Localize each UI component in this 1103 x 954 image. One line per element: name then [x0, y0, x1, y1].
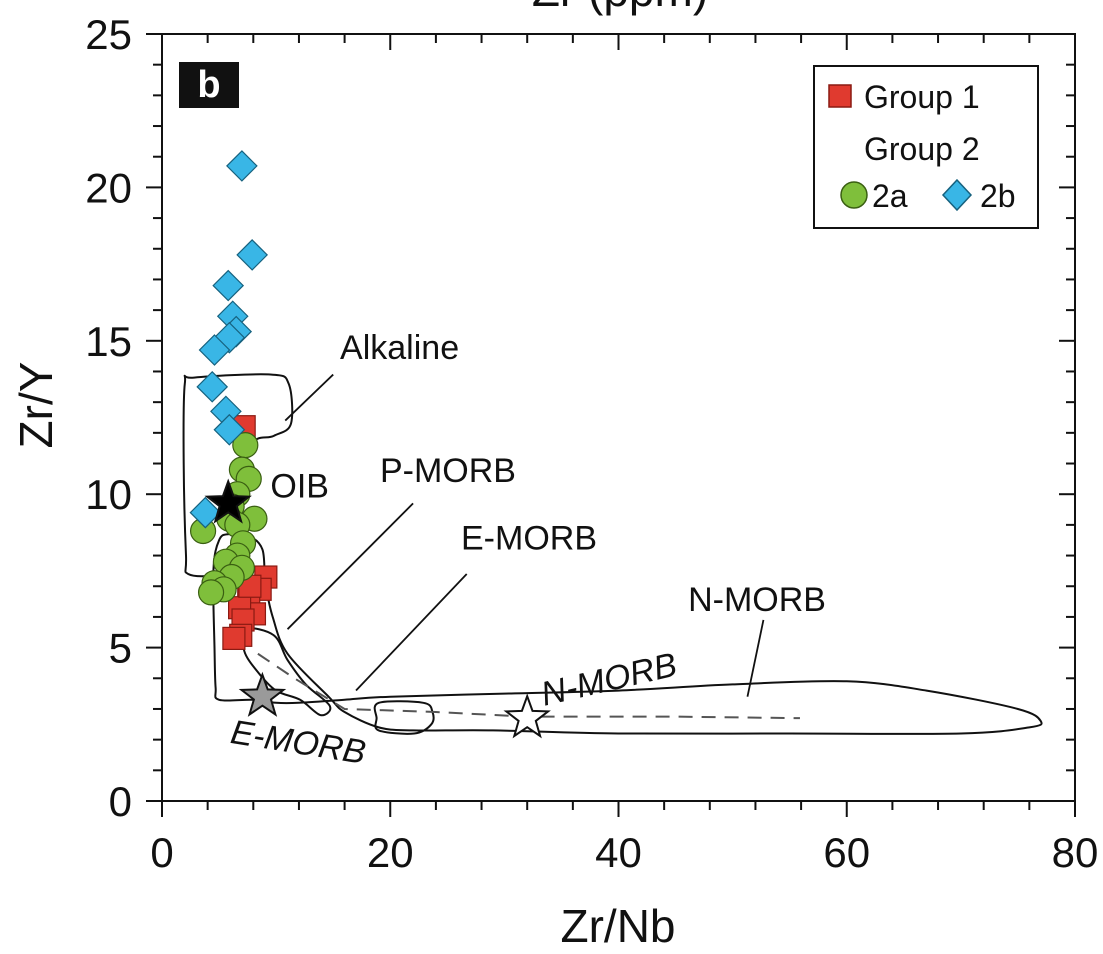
panel-label: b [179, 62, 239, 108]
group1-point [222, 626, 246, 650]
legend-group1-label: Group 1 [864, 79, 980, 115]
leader-line [355, 573, 468, 692]
group2b-point [236, 239, 269, 271]
label-oib: OIB [270, 467, 329, 505]
group2b-point [212, 269, 245, 302]
star-oib [204, 478, 252, 524]
group2b-point [198, 334, 231, 366]
group2b-point [189, 496, 222, 529]
y-tick-label: 20 [85, 164, 132, 211]
leader-line [746, 619, 765, 697]
top-axis-title: Zr (ppm) [532, 0, 708, 16]
y-tick-label: 25 [85, 11, 132, 58]
y-tick-label: 10 [85, 471, 132, 518]
panel-label-text: b [197, 64, 220, 106]
legend-2a-label: 2a [872, 178, 908, 214]
label-leaders [284, 373, 765, 697]
label-p-morb: P-MORB [380, 452, 516, 490]
field-e-morb [373, 700, 435, 735]
label-alkaline: Alkaline [340, 329, 459, 367]
group2b-point [226, 150, 258, 182]
y-tick-label: 15 [85, 318, 132, 365]
leader-line [286, 502, 414, 630]
legend-2a-marker [840, 181, 868, 209]
x-tick-label: 20 [367, 829, 414, 876]
legend-2b-marker [941, 178, 973, 212]
tick-labels: 0 20 40 60 80 0 5 10 15 20 25 [85, 11, 1098, 876]
field-p-morb [241, 627, 332, 717]
group2b-point [213, 413, 246, 446]
y-tick-label: 0 [109, 778, 132, 825]
legend-group2-label: Group 2 [864, 131, 980, 167]
dashed-trend [257, 652, 800, 720]
legend-group1-marker [828, 84, 852, 108]
x-tick-label: 40 [595, 829, 642, 876]
legend: Group 1 Group 2 2a 2b [813, 65, 1039, 229]
x-tick-label: 0 [150, 829, 173, 876]
y-axis-title: Zr/Y [10, 362, 62, 449]
reference-stars [204, 478, 551, 739]
label-e-morb: E-MORB [461, 519, 597, 557]
x-tick-label: 80 [1052, 829, 1099, 876]
axis-ticks [146, 33, 1076, 817]
star-e-morb [238, 671, 287, 717]
panel-label-box [179, 62, 239, 108]
trend-line [257, 652, 800, 720]
label-n-morb: N-MORB [688, 581, 826, 619]
group2a-point [197, 579, 225, 606]
legend-2b-label: 2b [980, 178, 1016, 214]
leader-line [284, 373, 334, 422]
star-n-morb [503, 693, 551, 739]
x-axis-title: Zr/Nb [561, 900, 676, 952]
y-tick-label: 5 [109, 625, 132, 672]
x-tick-label: 60 [823, 829, 870, 876]
group2b-point [196, 370, 229, 403]
